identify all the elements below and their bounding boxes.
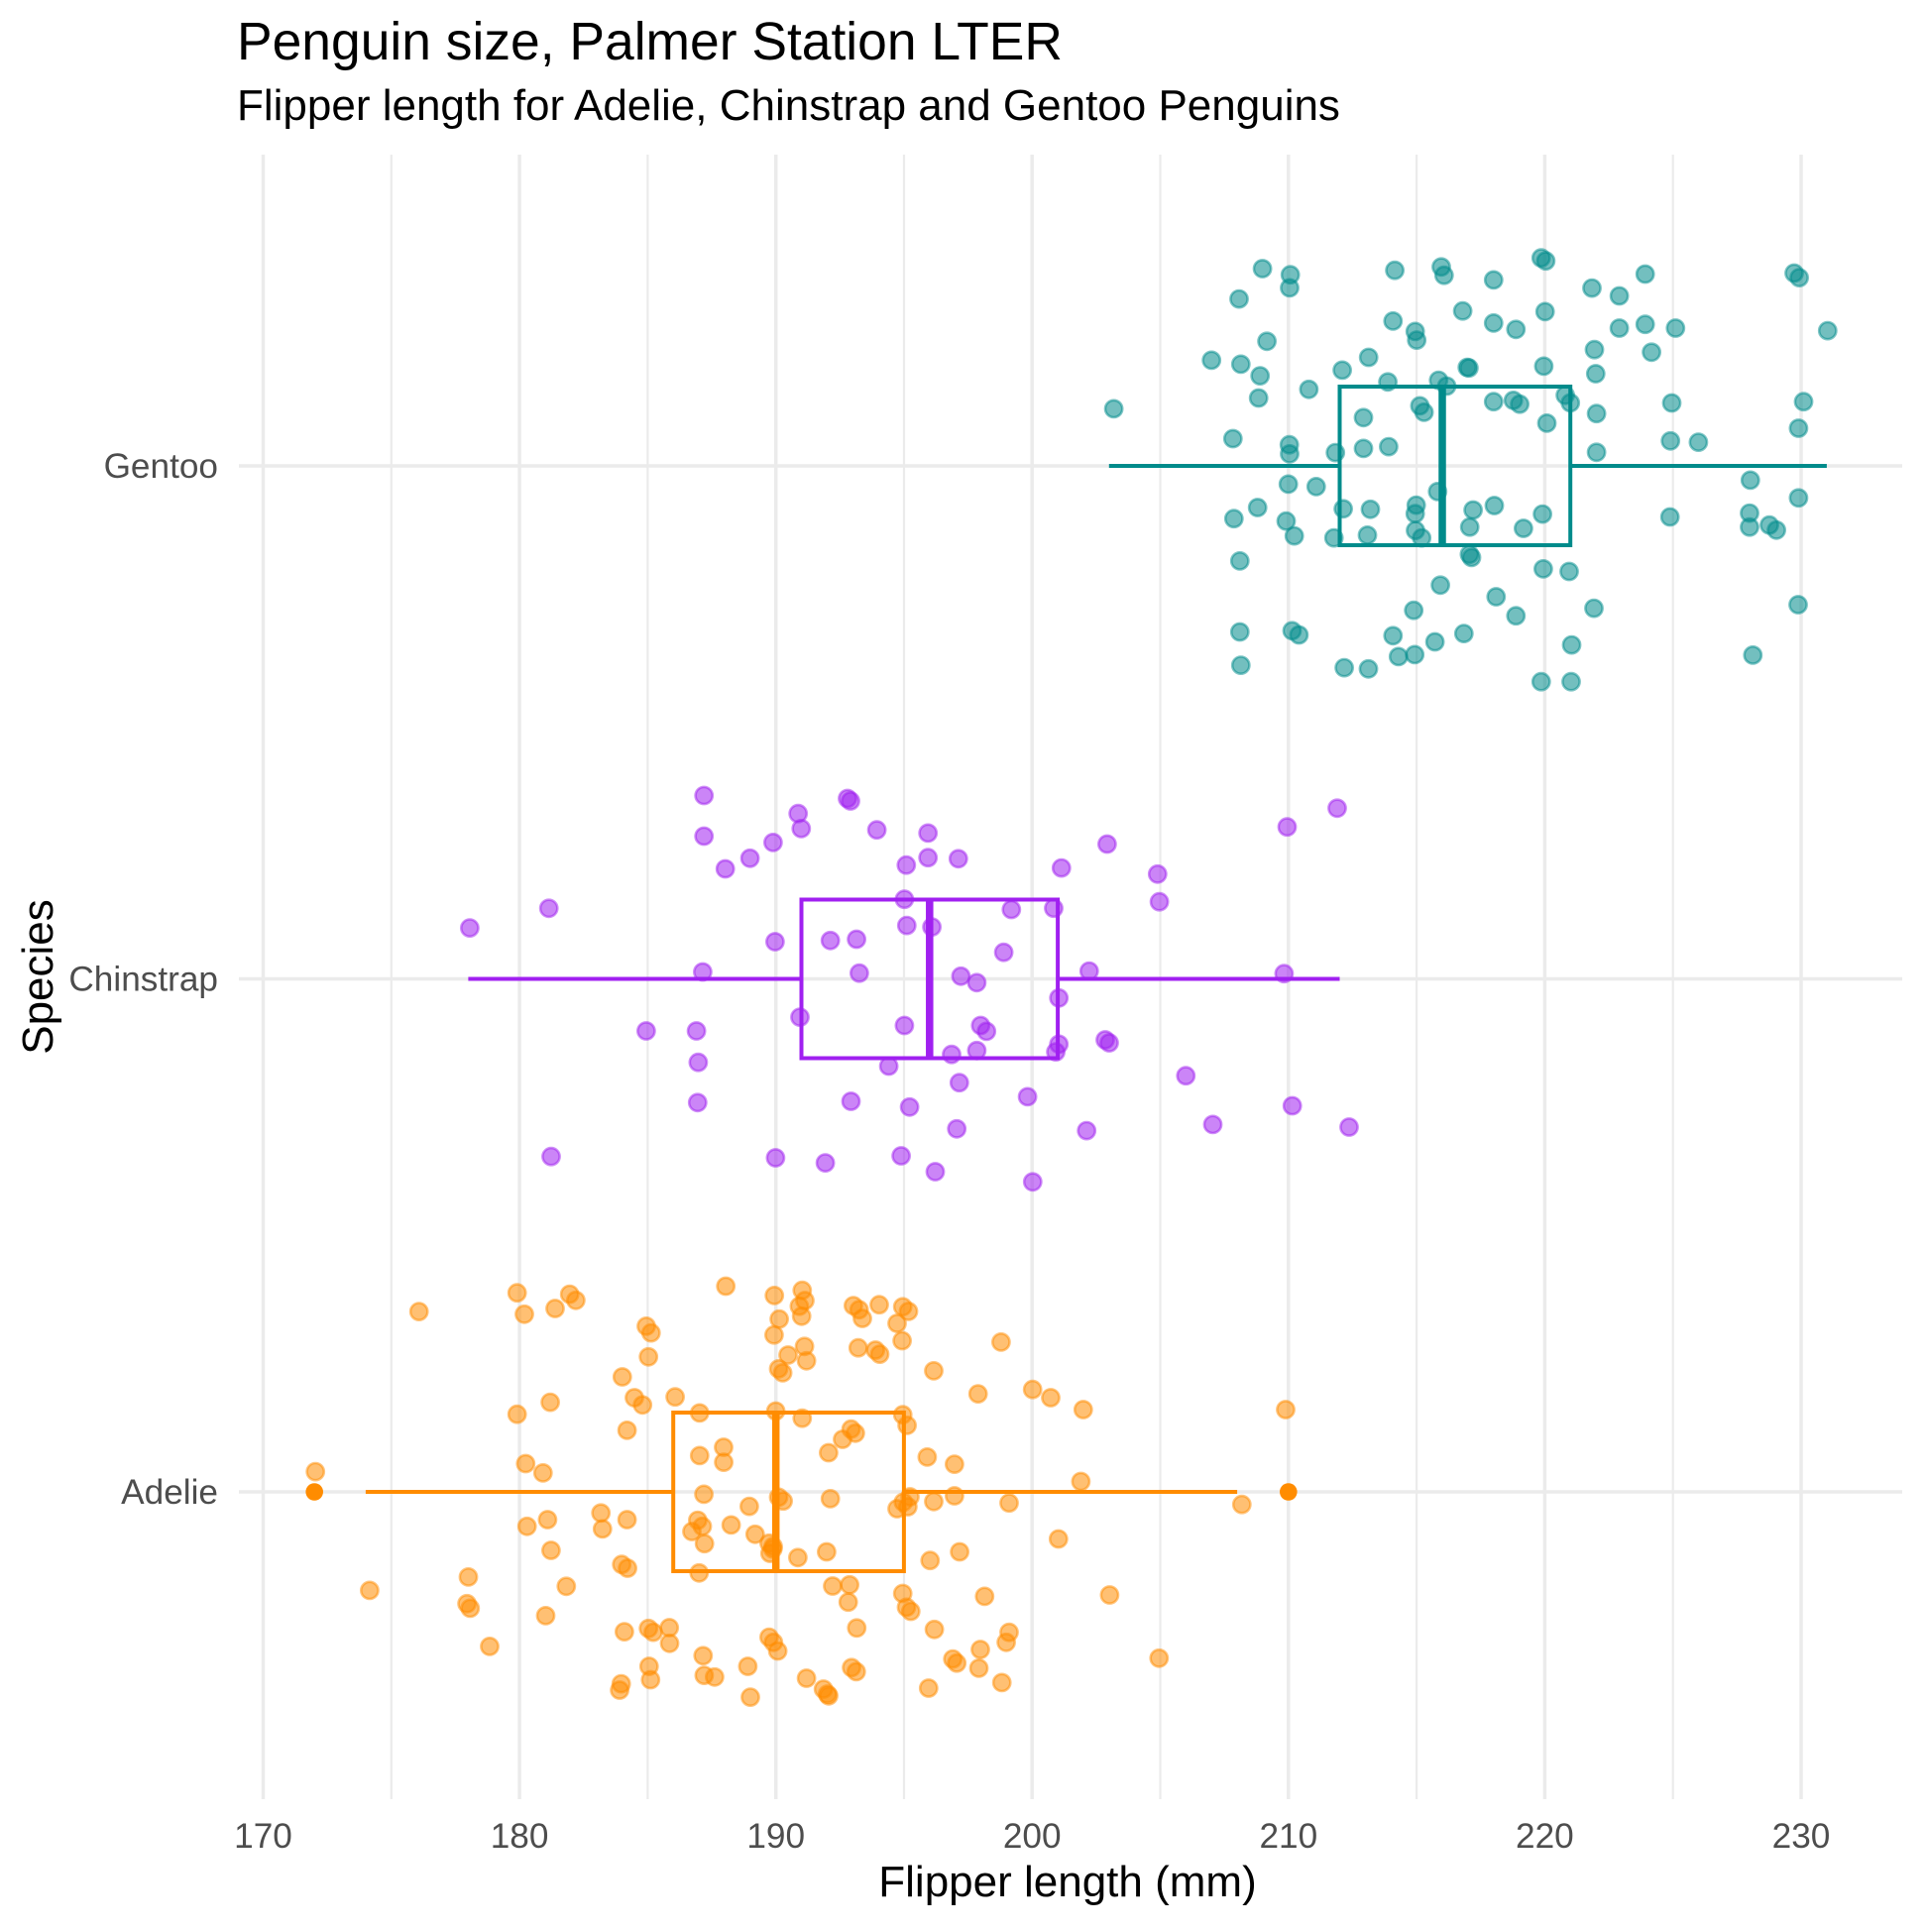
svg-text:Species: Species (14, 899, 62, 1055)
svg-text:180: 180 (491, 1817, 549, 1856)
svg-text:230: 230 (1772, 1817, 1831, 1856)
svg-text:Gentoo: Gentoo (104, 447, 218, 486)
svg-text:Penguin size, Palmer Station L: Penguin size, Palmer Station LTER (237, 13, 1063, 71)
svg-text:200: 200 (1003, 1817, 1062, 1856)
svg-text:170: 170 (234, 1817, 292, 1856)
svg-text:Chinstrap: Chinstrap (68, 961, 218, 999)
svg-text:190: 190 (746, 1817, 805, 1856)
svg-text:220: 220 (1516, 1817, 1574, 1856)
svg-text:Flipper length for Adelie, Chi: Flipper length for Adelie, Chinstrap and… (237, 81, 1340, 130)
svg-text:Adelie: Adelie (121, 1473, 218, 1512)
svg-text:210: 210 (1259, 1817, 1317, 1856)
svg-text:Flipper length (mm): Flipper length (mm) (878, 1858, 1256, 1906)
